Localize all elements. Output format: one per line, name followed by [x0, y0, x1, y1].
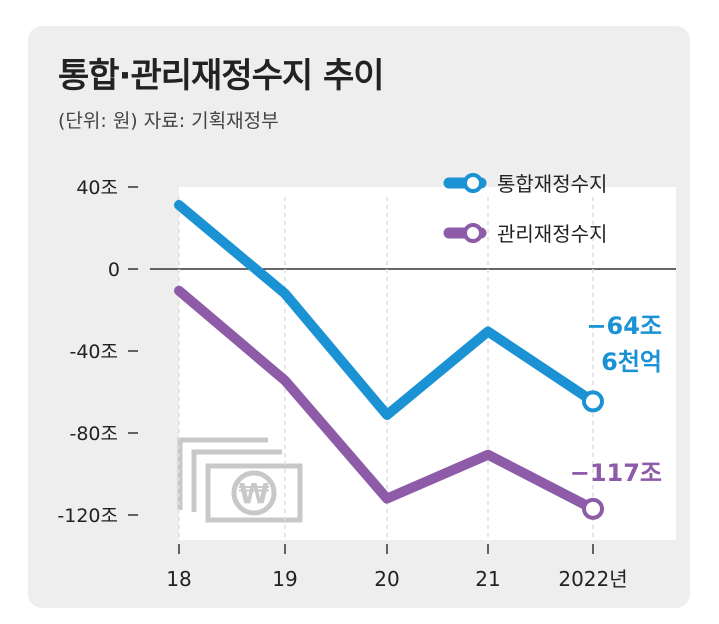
- series-layer: [174, 200, 604, 520]
- y-tick-label: 40조: [76, 177, 118, 199]
- data-point-integrated: [582, 390, 604, 413]
- x-axis: 18 19 20 21 2022년: [166, 544, 628, 591]
- x-tick-label: 18: [166, 567, 191, 591]
- data-point-managed: [582, 497, 604, 520]
- y-tick-label: -40조: [69, 341, 118, 363]
- chart-title: 통합·관리재정수지 추이: [58, 56, 385, 96]
- chart-subtitle: (단위: 원) 자료: 기획재정부: [58, 110, 279, 132]
- legend-item-managed: 관리재정수지: [443, 222, 607, 246]
- legend-item-integrated: 통합재정수지: [443, 172, 607, 196]
- x-tick-label: 2022년: [558, 567, 627, 591]
- y-tick-label: -80조: [69, 423, 118, 445]
- legend-label-integrated: 통합재정수지: [497, 172, 607, 196]
- x-tick-label: 21: [475, 567, 500, 591]
- annotation-integrated-value-rest: 6천억: [601, 348, 662, 376]
- y-tick-label: 0: [108, 259, 120, 281]
- annotation-integrated-value: −64조: [586, 312, 662, 340]
- plot-area: [179, 187, 676, 540]
- y-axis: 40조 0 -40조 -80조 -120조: [57, 177, 138, 527]
- legend: 통합재정수지 관리재정수지: [443, 172, 607, 246]
- x-tick-label: 19: [272, 567, 297, 591]
- legend-label-managed: 관리재정수지: [497, 222, 607, 246]
- y-tick-label: -120조: [57, 505, 118, 527]
- annotation-managed-value: −117조: [570, 459, 662, 487]
- grid: [150, 197, 676, 540]
- svg-text:₩: ₩: [239, 477, 270, 510]
- x-tick-label: 20: [374, 567, 399, 591]
